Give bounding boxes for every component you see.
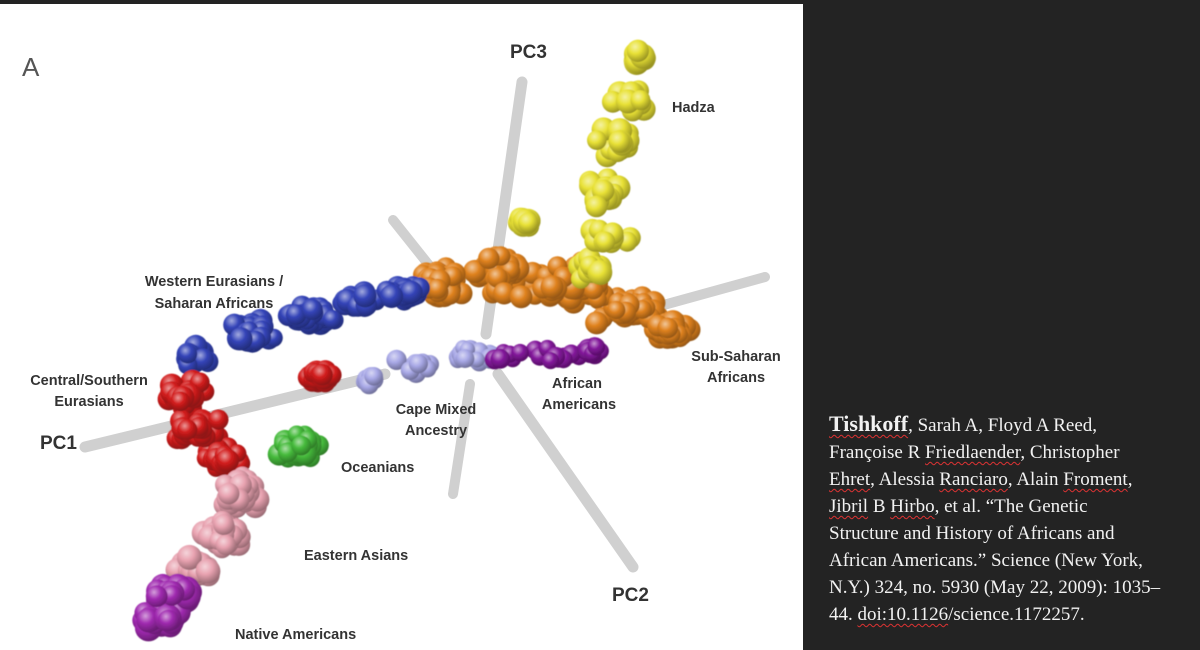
cape-mixed-sample-point: [386, 349, 407, 370]
point-clouds: [132, 39, 701, 642]
central-southern-sample-point: [215, 448, 239, 472]
sub-saharan-sample-point: [509, 285, 533, 309]
sub-saharan-sample-point: [585, 311, 609, 335]
pc2-axis-bar: [492, 368, 639, 573]
african-americans-sample-point: [511, 343, 529, 362]
western-eurasians-sample-point: [285, 304, 307, 325]
sub-saharan-sample-point: [607, 300, 626, 320]
pc3-axis-label: PC3: [510, 42, 547, 63]
citation-text: /science.1172257.: [948, 604, 1085, 625]
western-eurasians-sample-point: [301, 299, 323, 320]
citation-author-name: Froment: [1063, 469, 1128, 490]
hadza-label: Hadza: [672, 100, 716, 116]
pc2-axis-label: PC2: [612, 585, 649, 606]
panel-letter: A: [22, 52, 40, 82]
african-americans-sample-point: [490, 349, 511, 369]
western-eurasians-sample-point: [178, 344, 198, 364]
cape-mixed-sample-point: [364, 367, 384, 386]
citation-text: , Christopher: [1020, 442, 1120, 463]
cape-mixed-sample-point: [408, 354, 428, 374]
sub-saharan-sample-point: [427, 278, 448, 299]
hadza-sample-point: [587, 130, 607, 150]
central-southern-sample-point: [177, 419, 198, 440]
eastern-asians-sample-point: [217, 482, 240, 505]
western-eurasians-sample-point: [192, 348, 214, 371]
central-southern-label-line1: Central/Southern: [30, 373, 148, 389]
oceanians-label: Oceanians: [341, 460, 414, 476]
central-southern-sample-point: [311, 363, 333, 386]
native-americans-sample-point: [145, 585, 168, 608]
citation-doi: doi:10.1126: [857, 604, 949, 625]
african-americans-sample-point: [542, 352, 560, 370]
citation-text: Structure and History of Africans and: [829, 523, 1115, 544]
central-southern-sample-point: [170, 391, 191, 412]
sub-saharan-sample-point: [463, 259, 487, 284]
citation-text: , Alain: [1007, 469, 1064, 490]
citation-author-name: Ehret: [829, 469, 871, 490]
western-eurasians-sample-point: [229, 327, 253, 351]
sub-saharan-sample-point: [657, 317, 679, 339]
citation-author-name: Ranciaro: [939, 469, 1008, 490]
hadza-sample-point: [587, 260, 613, 285]
western-eurasians-label-line1: Western Eurasians /: [145, 274, 283, 290]
eastern-asians-sample-point: [195, 558, 221, 584]
citation-text: , Sarah A, Floyd A Reed,: [908, 415, 1098, 436]
figure-panel: A PC3 PC1 PC2 Hadza Western Eurasians / …: [0, 4, 803, 650]
cape-mixed-label-line1: Cape Mixed: [396, 402, 477, 418]
hadza-sample-point: [626, 39, 649, 62]
african-americans-label-line2: Americans: [542, 397, 616, 413]
citation-text: B: [868, 496, 891, 517]
african-americans-sample-point: [587, 337, 606, 356]
hadza-sample-point: [585, 195, 608, 218]
hadza-sample-point: [518, 212, 539, 233]
citation-text: ,: [1127, 469, 1133, 490]
hadza-sample-point: [630, 90, 651, 111]
cape-mixed-label-line2: Ancestry: [405, 423, 467, 439]
eastern-asians-sample-point: [176, 544, 202, 570]
western-eurasians-sample-point: [353, 284, 377, 308]
citation-text: , Alessia: [870, 469, 940, 490]
central-southern-sample-point: [208, 409, 229, 430]
pca-figure: A PC3 PC1 PC2 Hadza Western Eurasians / …: [22, 39, 781, 643]
hadza-sample-point: [595, 231, 616, 252]
citation-text: N.Y.) 324, no. 5930 (May 22, 2009): 1035…: [829, 577, 1161, 598]
african-americans-label-line1: African: [552, 376, 602, 392]
citation-author-name: Hirbo: [890, 496, 935, 517]
sub-saharan-sample-point: [478, 247, 500, 270]
western-eurasians-sample-point: [399, 280, 423, 304]
western-eurasians-sample-point: [322, 309, 342, 329]
citation-text: 44.: [829, 604, 858, 625]
central-southern-label-line2: Eurasians: [54, 394, 123, 410]
eastern-asians-sample-point: [215, 534, 236, 556]
citation-author-surname: Tishkoff: [829, 411, 909, 436]
oceanians-sample-point: [291, 435, 312, 456]
citation-author-name: Jibril: [829, 496, 869, 517]
western-eurasians-sample-point: [379, 284, 404, 308]
sub-saharan-axis-bar: [655, 272, 770, 311]
western-eurasians-label-line2: Saharan Africans: [155, 296, 274, 312]
sub-saharan-label-line2: Africans: [707, 370, 765, 386]
citation-author-name: Friedlaender: [925, 442, 1021, 463]
hadza-sample-point: [608, 130, 631, 153]
cape-mixed-sample-point: [455, 349, 475, 368]
pc1-axis-label: PC1: [40, 433, 77, 454]
eastern-asians-sample-point: [213, 513, 235, 536]
sub-saharan-sample-point: [493, 282, 516, 305]
citation-text: African Americans.” Science (New York,: [829, 550, 1143, 571]
eastern-asians-label: Eastern Asians: [304, 548, 408, 564]
native-americans-sample-point: [157, 609, 180, 631]
native-americans-label: Native Americans: [235, 627, 356, 643]
citation-text: , et al. “The Genetic: [934, 496, 1088, 517]
citation-text: Françoise R: [829, 442, 926, 463]
pc3-axis-bar-lower: [448, 379, 475, 499]
sub-saharan-sample-point: [540, 275, 564, 299]
citation: Tishkoff, Sarah A, Floyd A Reed, Françoi…: [829, 410, 1191, 628]
sub-saharan-label-line1: Sub-Saharan: [691, 349, 780, 365]
